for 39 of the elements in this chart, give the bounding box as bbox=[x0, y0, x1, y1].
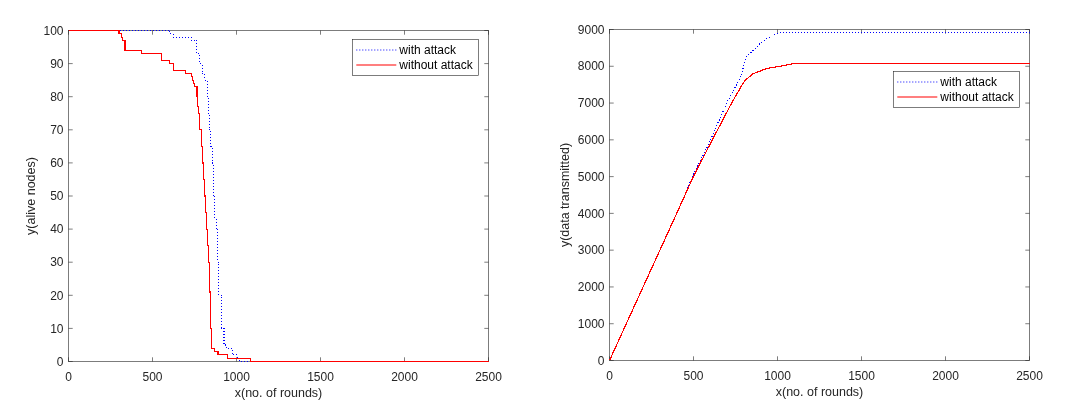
y-tick-label: 4000 bbox=[577, 206, 605, 221]
y-tick-label: 30 bbox=[50, 255, 64, 270]
y-tick-label: 70 bbox=[50, 123, 64, 137]
x-tick-label: 2500 bbox=[1016, 368, 1044, 383]
y-axis-title: y(alive nodes) bbox=[24, 157, 39, 235]
y-tick-label: 6000 bbox=[577, 133, 605, 148]
x-tick-label: 2500 bbox=[475, 369, 503, 384]
x-tick-label: 1500 bbox=[848, 368, 876, 383]
x-tick-label: 500 bbox=[142, 369, 163, 384]
y-tick-label: 0 bbox=[597, 353, 605, 368]
y-tick-label: 10 bbox=[50, 321, 64, 336]
x-tick-label: 1000 bbox=[764, 368, 792, 383]
x-tick-label: 2000 bbox=[932, 368, 960, 383]
x-tick-label: 1000 bbox=[223, 369, 251, 384]
y-tick-label: 60 bbox=[50, 156, 64, 171]
x-tick-label: 2000 bbox=[391, 369, 419, 384]
y-tick-label: 100 bbox=[43, 23, 64, 38]
x-tick-label: 1500 bbox=[307, 369, 335, 384]
y-tick-label: 9000 bbox=[577, 22, 605, 37]
y-tick-label: 50 bbox=[50, 189, 64, 204]
y-axis-title: y(data transmitted) bbox=[558, 142, 573, 248]
y-tick-label: 40 bbox=[50, 222, 64, 237]
legend-label: without attack bbox=[398, 58, 474, 73]
legend-label: with attack bbox=[939, 75, 998, 90]
x-tick-label: 500 bbox=[683, 368, 704, 383]
legend-label: without attack bbox=[939, 90, 1015, 105]
y-tick-label: 8000 bbox=[577, 59, 605, 74]
y-tick-label: 2000 bbox=[577, 280, 605, 295]
legend-label: with attack bbox=[398, 43, 457, 58]
y-tick-label: 80 bbox=[50, 89, 64, 104]
y-tick-label: 7000 bbox=[577, 96, 605, 111]
y-tick-label: 1000 bbox=[577, 316, 605, 331]
x-axis-title: x(no. of rounds) bbox=[234, 385, 323, 400]
y-tick-label: 20 bbox=[50, 288, 64, 303]
y-tick-label: 5000 bbox=[577, 169, 605, 184]
x-axis-title: x(no. of rounds) bbox=[775, 384, 864, 399]
y-tick-label: 3000 bbox=[577, 243, 605, 258]
y-tick-label: 90 bbox=[50, 56, 64, 71]
y-tick-label: 0 bbox=[56, 354, 64, 369]
